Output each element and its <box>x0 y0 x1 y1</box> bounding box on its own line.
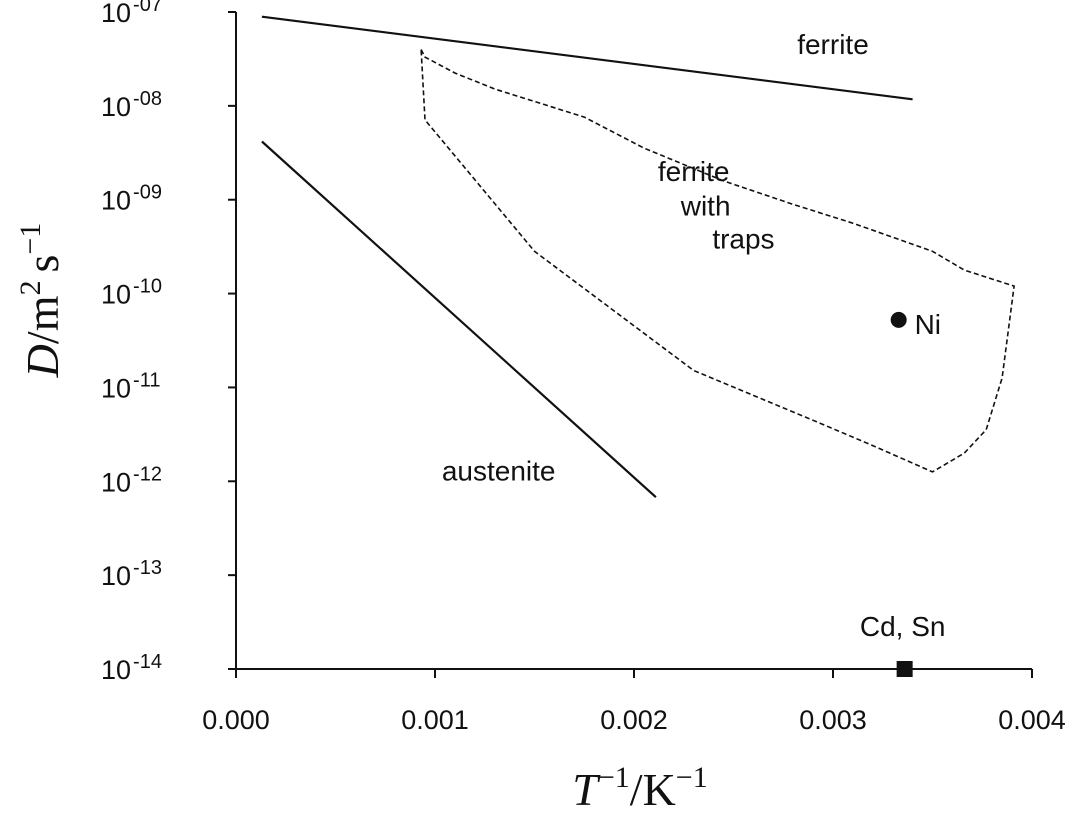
point-marker-cd-sn <box>896 661 913 677</box>
annotation-label: austenite <box>442 455 556 486</box>
y-tick-label: 10 -11 <box>101 369 160 403</box>
point-marker-ni <box>890 311 907 328</box>
x-axis-title: T−1/K−1 <box>572 761 707 815</box>
x-tick-label: 0.003 <box>799 705 867 735</box>
x-tick-label: 0.001 <box>401 705 469 735</box>
y-tick-label: 10 -10 <box>101 276 162 310</box>
series-group <box>261 15 1015 499</box>
annotation-label: Ni <box>915 309 941 340</box>
x-tick-label: 0.002 <box>600 705 668 735</box>
y-tick-label: 10 -09 <box>101 182 162 216</box>
y-tick-label: 10 -13 <box>101 557 162 591</box>
annotation-label: ferrite <box>797 29 869 60</box>
y-axis-title: D/m2s−1 <box>14 223 68 379</box>
series-line-ferrite <box>261 15 913 101</box>
series-line-austenite <box>261 140 657 499</box>
point-marks <box>890 311 913 677</box>
ferrite-with-traps-region <box>420 49 1015 473</box>
annotation-label: ferrite <box>658 156 730 187</box>
axes: 10-07 10-08 10-09 10-10 10-11 10-12 10-13 10-14… <box>101 0 1066 735</box>
annotation-label: with <box>680 191 731 222</box>
annotation-label: traps <box>712 224 774 255</box>
y-tick-label: 10 -08 <box>101 88 162 122</box>
x-tick-label: 0.000 <box>202 705 270 735</box>
annotation-label: Cd, Sn <box>860 611 946 642</box>
y-tick-label: 10 -14 <box>101 651 162 685</box>
y-tick-label: 10 -07 <box>101 0 162 28</box>
x-tick-label: 0.004 <box>998 705 1066 735</box>
y-tick-label: 10 -12 <box>101 463 162 497</box>
